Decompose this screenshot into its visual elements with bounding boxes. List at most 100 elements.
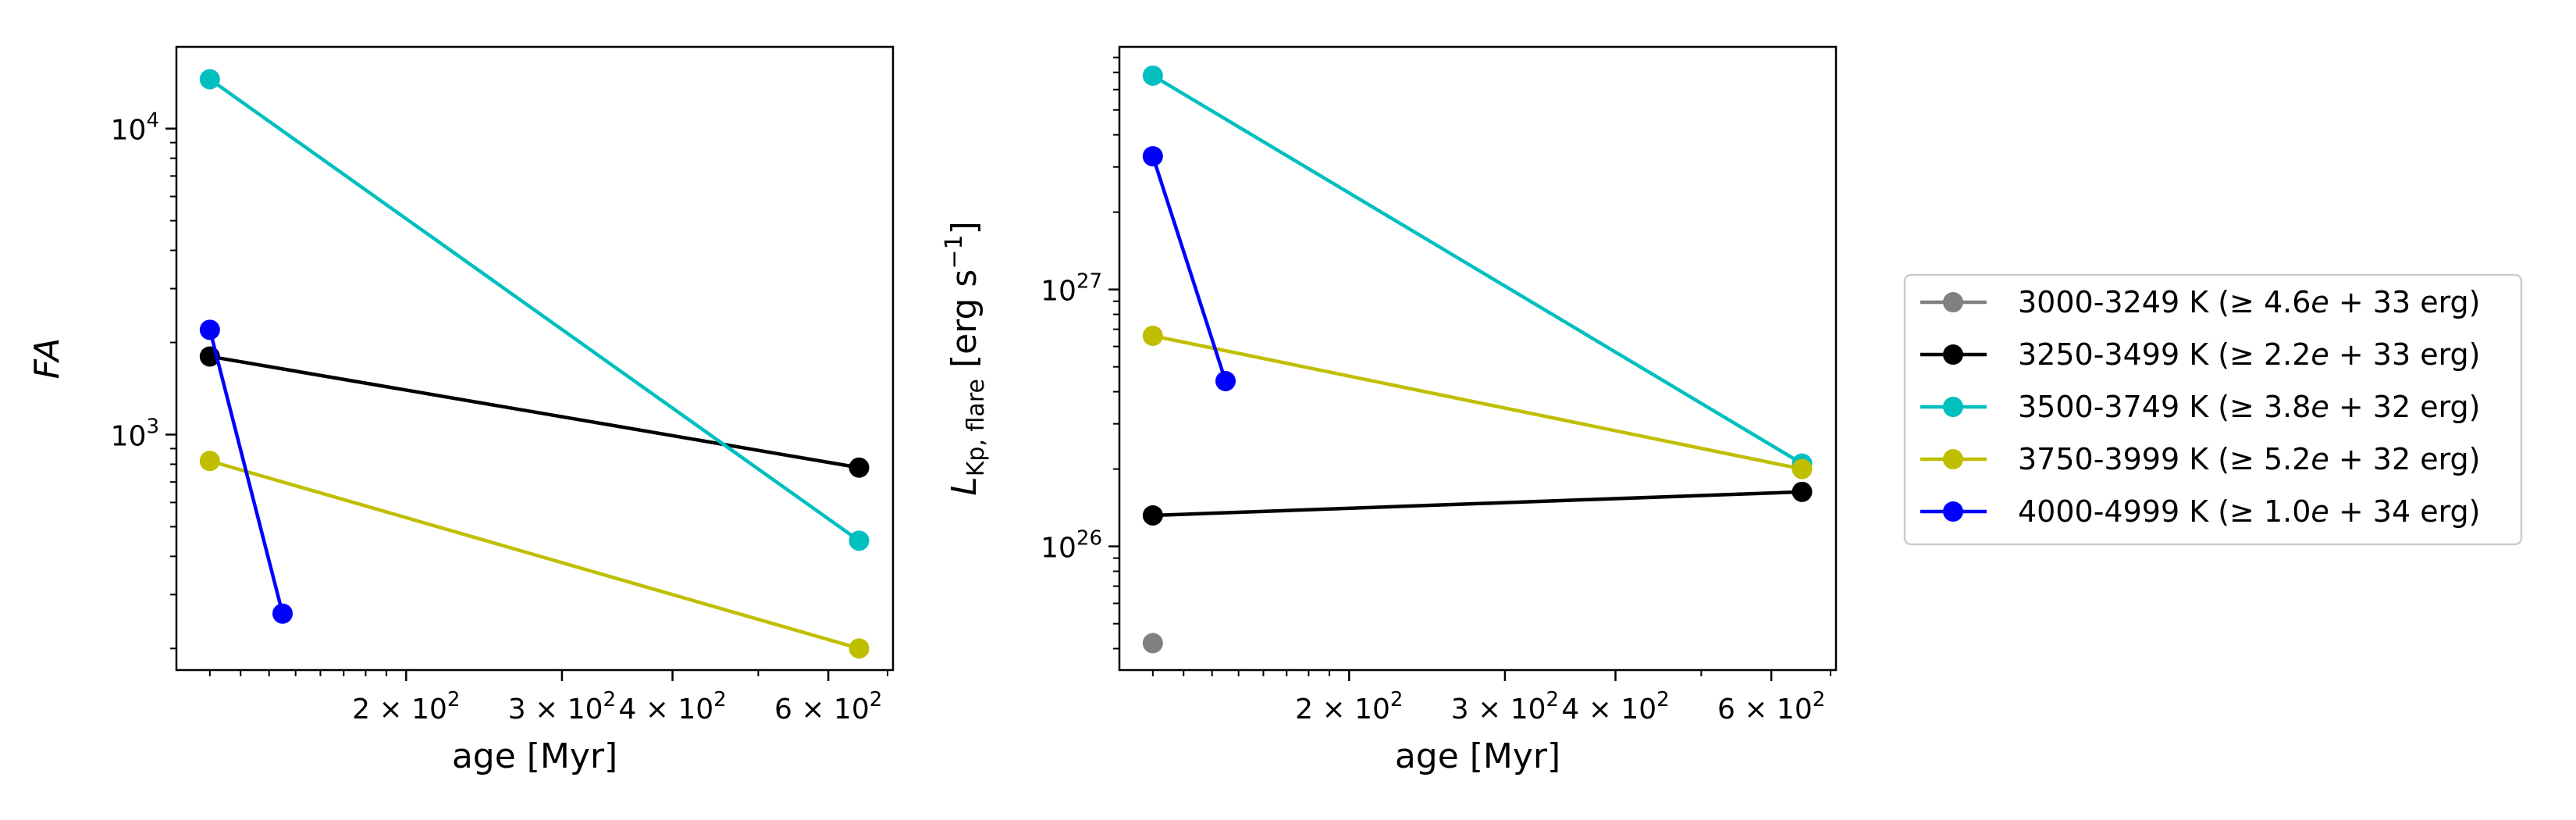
x-tick-exponent: 2 (447, 688, 461, 711)
legend-exponent: + 34 erg) (2329, 494, 2481, 529)
y-tick-label: 1026 (1041, 527, 1102, 565)
ylabel-symbol: L (945, 476, 984, 496)
series-0 (1142, 633, 1163, 654)
x-tick-label: 2 × 102 (1295, 688, 1403, 726)
data-point (1791, 458, 1813, 480)
legend-threshold: ≥ 4.6 (2229, 285, 2311, 319)
x-tick-mantissa: 6 × 10 (1717, 693, 1813, 726)
legend-e: e (2311, 442, 2329, 476)
series-1 (199, 69, 870, 551)
legend-exponent: + 33 erg) (2329, 285, 2481, 319)
luminosity-x-axis-label: age [Myr] (1395, 736, 1560, 776)
y-tick-label: 104 (111, 109, 159, 147)
y-tick-base: 10 (1041, 276, 1076, 308)
series-line (209, 459, 860, 651)
ylabel-units-close: ] (945, 221, 984, 234)
legend-range: 3500-3749 K ( (2018, 390, 2229, 424)
ylabel-units: [erg s (945, 269, 984, 379)
data-point (199, 69, 220, 90)
legend-threshold: ≥ 1.0 (2229, 494, 2311, 529)
x-tick-mantissa: 4 × 10 (1561, 693, 1656, 726)
legend-exponent: + 32 erg) (2329, 442, 2481, 476)
y-tick-exponent: 3 (146, 415, 159, 438)
series-line (208, 77, 860, 543)
data-point (1215, 370, 1236, 391)
ylabel-units-exponent: −1 (941, 234, 968, 269)
x-tick-exponent: 2 (1390, 688, 1404, 711)
legend-marker-swatch (1943, 501, 1963, 522)
legend-entry-label: 4000-4999 K (≥ 1.0e + 34 erg) (2018, 494, 2481, 529)
x-tick-label: 6 × 102 (1717, 688, 1825, 726)
legend-marker-swatch (1943, 449, 1963, 469)
legend: 3000-3249 K (≥ 4.6e + 33 erg)3250-3499 K… (1903, 273, 2523, 546)
x-tick-exponent: 2 (1813, 688, 1826, 711)
x-tick-label: 2 × 102 (352, 688, 460, 726)
y-tick-exponent: 27 (1076, 270, 1102, 294)
legend-marker-swatch (1943, 344, 1963, 365)
luminosity-y-axis-label: LKp, flare [erg s−1] (941, 221, 990, 496)
legend-box (1903, 273, 2523, 546)
series-line (1152, 490, 1802, 518)
series-1 (1142, 481, 1813, 526)
legend-threshold: ≥ 5.2 (2229, 442, 2311, 476)
y-tick-base: 10 (111, 115, 147, 147)
x-tick-label: 6 × 102 (774, 688, 882, 726)
data-point (1142, 504, 1163, 526)
series-line (209, 355, 859, 469)
series-4 (1142, 146, 1236, 391)
legend-entry: 3000-3249 K (≥ 4.6e + 33 erg) (1920, 285, 2481, 319)
legend-range: 3000-3249 K ( (2018, 285, 2229, 319)
x-tick-exponent: 2 (1546, 688, 1560, 711)
x-tick-label: 4 × 102 (1561, 688, 1669, 726)
luminosity-axes-frame (1118, 45, 1838, 672)
legend-marker-swatch (1943, 292, 1963, 312)
ylabel-subscript: Kp, flare (962, 379, 990, 476)
fa-x-axis-label: age [Myr] (452, 736, 617, 776)
legend-range: 3250-3499 K ( (2018, 337, 2229, 372)
legend-entry-label: 3500-3749 K (≥ 3.8e + 32 erg) (2018, 390, 2481, 424)
series-line (208, 329, 285, 615)
series-0 (199, 346, 870, 478)
y-tick-exponent: 26 (1076, 527, 1102, 551)
data-point (1142, 146, 1163, 167)
legend-entry-label: 3250-3499 K (≥ 2.2e + 33 erg) (2018, 337, 2481, 372)
legend-exponent: + 33 erg) (2329, 337, 2481, 372)
x-tick-exponent: 2 (870, 688, 883, 711)
series-3 (1142, 326, 1813, 480)
series-3 (199, 319, 293, 624)
data-point (849, 530, 870, 551)
x-tick-mantissa: 3 × 10 (508, 693, 603, 726)
legend-e: e (2311, 494, 2329, 529)
legend-range: 3750-3999 K ( (2018, 442, 2229, 476)
x-tick-mantissa: 2 × 10 (352, 693, 447, 726)
fa-axes-frame (175, 45, 895, 672)
x-tick-exponent: 2 (713, 688, 727, 711)
legend-range: 4000-4999 K ( (2018, 494, 2229, 529)
series-line (1151, 155, 1228, 382)
x-tick-label: 4 × 102 (618, 688, 726, 726)
y-tick-label: 1027 (1041, 270, 1102, 308)
x-tick-mantissa: 6 × 10 (774, 693, 870, 726)
series-line (1151, 73, 1803, 465)
y-tick-base: 10 (111, 420, 147, 452)
legend-entry: 3250-3499 K (≥ 2.2e + 33 erg) (1920, 337, 2481, 372)
legend-e: e (2311, 285, 2329, 319)
data-point (1142, 326, 1163, 347)
x-tick-mantissa: 2 × 10 (1295, 693, 1390, 726)
x-tick-mantissa: 3 × 10 (1451, 693, 1546, 726)
legend-threshold: ≥ 2.2 (2229, 337, 2311, 372)
data-point (849, 638, 870, 659)
data-point (1142, 633, 1163, 654)
y-tick-exponent: 4 (146, 109, 159, 133)
data-point (272, 603, 293, 624)
data-point (199, 319, 220, 340)
fa-data-marks (199, 69, 870, 659)
legend-exponent: + 32 erg) (2329, 390, 2481, 424)
data-point (1142, 65, 1163, 86)
data-point (849, 457, 870, 478)
legend-entry-label: 3750-3999 K (≥ 5.2e + 32 erg) (2018, 442, 2481, 476)
